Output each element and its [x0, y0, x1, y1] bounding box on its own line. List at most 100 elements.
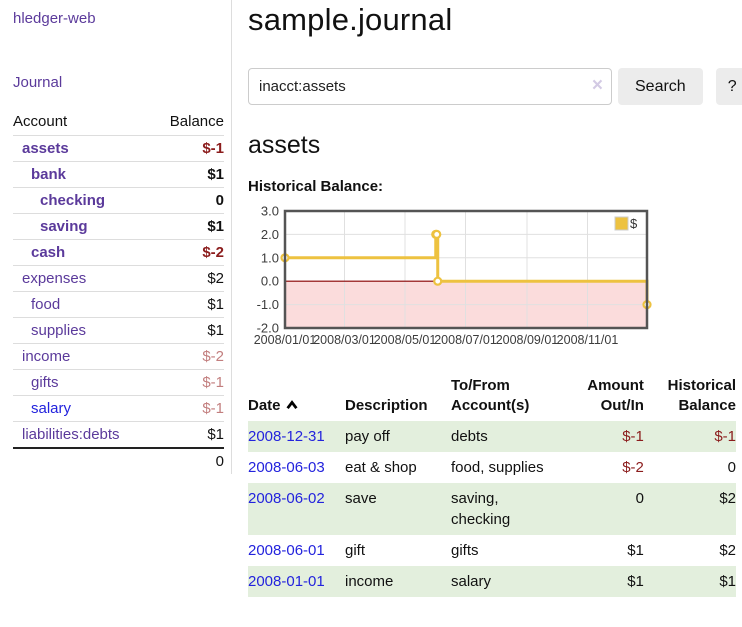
svg-text:2008/11/01: 2008/11/01	[557, 333, 619, 347]
transaction-balance: $-1	[714, 427, 736, 445]
register-row: 2008-01-01 income salary $1 $1	[248, 565, 736, 597]
account-row: gifts $-1	[13, 369, 224, 396]
register-row: 2008-06-02 save saving, checking 0 $2	[248, 482, 736, 535]
accounts-table-body: assets $-1 bank $1 checking 0 saving $1 cash $-2 e…	[13, 135, 224, 449]
account-balance: $1	[207, 296, 224, 313]
account-balance: $1	[207, 426, 224, 443]
transaction-description: pay off	[345, 427, 390, 445]
account-balance: $-1	[202, 374, 224, 391]
transaction-date-link[interactable]: 2008-06-03	[248, 458, 325, 476]
account-balance: $1	[207, 322, 224, 339]
help-button[interactable]: ?	[715, 68, 742, 105]
account-link[interactable]: expenses	[22, 270, 87, 287]
transaction-accounts: gifts	[451, 541, 479, 559]
svg-text:2.0: 2.0	[261, 227, 279, 242]
page-title: sample.journal	[248, 2, 453, 37]
accounts-column-header: To/From Account(s)	[451, 377, 530, 415]
account-row: assets $-1	[13, 135, 224, 162]
main-content: sample.journal × Search ? assets Histori…	[232, 0, 742, 627]
transaction-balance: $2	[719, 489, 736, 507]
account-link[interactable]: cash	[31, 244, 66, 261]
account-balance: $1	[207, 166, 224, 183]
description-column-header: Description	[345, 397, 428, 415]
clear-search-icon[interactable]: ×	[591, 75, 603, 96]
svg-text:0.0: 0.0	[261, 274, 279, 289]
transaction-balance: $2	[719, 541, 736, 559]
account-balance: $-2	[202, 244, 224, 261]
sidebar-item-journal[interactable]: Journal	[13, 74, 63, 91]
transaction-amount: $1	[627, 572, 644, 590]
svg-text:2008/09/01: 2008/09/01	[496, 333, 559, 347]
account-balance: $-1	[202, 140, 224, 157]
register-header-row: Date Description To/From Account(s) Amou…	[248, 374, 736, 421]
account-link[interactable]: assets	[22, 140, 69, 157]
search-button[interactable]: Search	[618, 68, 703, 105]
svg-text:2008/07/01: 2008/07/01	[434, 333, 497, 347]
search-form: × Search ?	[248, 68, 742, 105]
transaction-balance: $1	[719, 572, 736, 590]
svg-text:2008/01/01: 2008/01/01	[254, 333, 317, 347]
account-row: bank $1	[13, 161, 224, 188]
account-link[interactable]: liabilities:debts	[22, 426, 120, 443]
transaction-description: income	[345, 572, 394, 590]
historical-balance-chart: $3.0 2.0 1.0 0.0 -1.0 -2.0 2008/01/01 2008/03/0…	[248, 203, 742, 354]
sidebar: hledger-web Journal Account Balance asse…	[0, 0, 232, 474]
svg-text:-2.0: -2.0	[257, 321, 279, 336]
transaction-date-link[interactable]: 2008-01-01	[248, 572, 325, 590]
account-row: saving $1	[13, 213, 224, 240]
register-table-body: 2008-12-31 pay off debts $-1 $-1 2008-06-03 ea…	[248, 420, 736, 597]
account-row: salary $-1	[13, 395, 224, 422]
accounts-total-row: 0	[13, 448, 224, 474]
account-row: liabilities:debts $1	[13, 421, 224, 449]
account-balance: $1	[207, 218, 224, 235]
account-heading: assets	[248, 131, 321, 159]
account-row: supplies $1	[13, 317, 224, 344]
transaction-balance: 0	[727, 458, 736, 476]
date-column-header[interactable]: Date	[248, 374, 345, 421]
transaction-amount: $-1	[622, 427, 644, 445]
account-row: cash $-2	[13, 239, 224, 266]
account-link[interactable]: food	[31, 296, 61, 313]
register-row: 2008-06-01 gift gifts $1 $2	[248, 535, 736, 566]
account-balance: $-1	[202, 400, 224, 417]
account-balance: $2	[207, 270, 224, 287]
svg-text:1.0: 1.0	[261, 250, 279, 265]
account-link[interactable]: income	[22, 348, 71, 365]
total-spacer	[13, 448, 153, 474]
account-column-header: Account	[13, 113, 68, 130]
accounts-total-value: 0	[215, 453, 224, 470]
svg-text:$: $	[630, 216, 638, 231]
transaction-accounts: food, supplies	[451, 458, 544, 476]
search-input[interactable]	[248, 68, 612, 105]
chart-legend: $	[614, 216, 638, 231]
account-link[interactable]: gifts	[31, 374, 59, 391]
transaction-amount: 0	[635, 489, 644, 507]
chevron-up-icon	[286, 400, 298, 410]
transaction-description: eat & shop	[345, 458, 417, 476]
transaction-date-link[interactable]: 2008-06-01	[248, 541, 325, 559]
balance-column-header: Balance	[169, 113, 224, 130]
transaction-accounts: salary	[451, 572, 492, 590]
search-box: ×	[248, 68, 612, 105]
chart-title: Historical Balance:	[248, 178, 384, 195]
amount-column-header: Amount Out/In	[587, 377, 644, 415]
transaction-description: save	[345, 489, 377, 507]
account-row: food $1	[13, 291, 224, 318]
transaction-date-link[interactable]: 2008-12-31	[248, 427, 325, 445]
svg-text:-1.0: -1.0	[257, 297, 279, 312]
account-row: expenses $2	[13, 265, 224, 292]
account-link[interactable]: salary	[31, 400, 72, 417]
transaction-date-link[interactable]: 2008-06-02	[248, 489, 325, 507]
account-link[interactable]: saving	[40, 218, 88, 235]
account-row: income $-2	[13, 343, 224, 370]
account-link[interactable]: checking	[40, 192, 106, 209]
accounts-table-header: Account Balance	[13, 110, 224, 136]
transaction-amount: $-2	[622, 458, 644, 476]
app-brand-link[interactable]: hledger-web	[13, 10, 96, 27]
svg-text:3.0: 3.0	[261, 204, 279, 219]
balance-column-header-main: Historical Balance	[667, 377, 736, 415]
svg-text:2008/03/01: 2008/03/01	[313, 333, 376, 347]
account-link[interactable]: supplies	[31, 322, 87, 339]
transaction-amount: $1	[627, 541, 644, 559]
account-link[interactable]: bank	[31, 166, 67, 183]
